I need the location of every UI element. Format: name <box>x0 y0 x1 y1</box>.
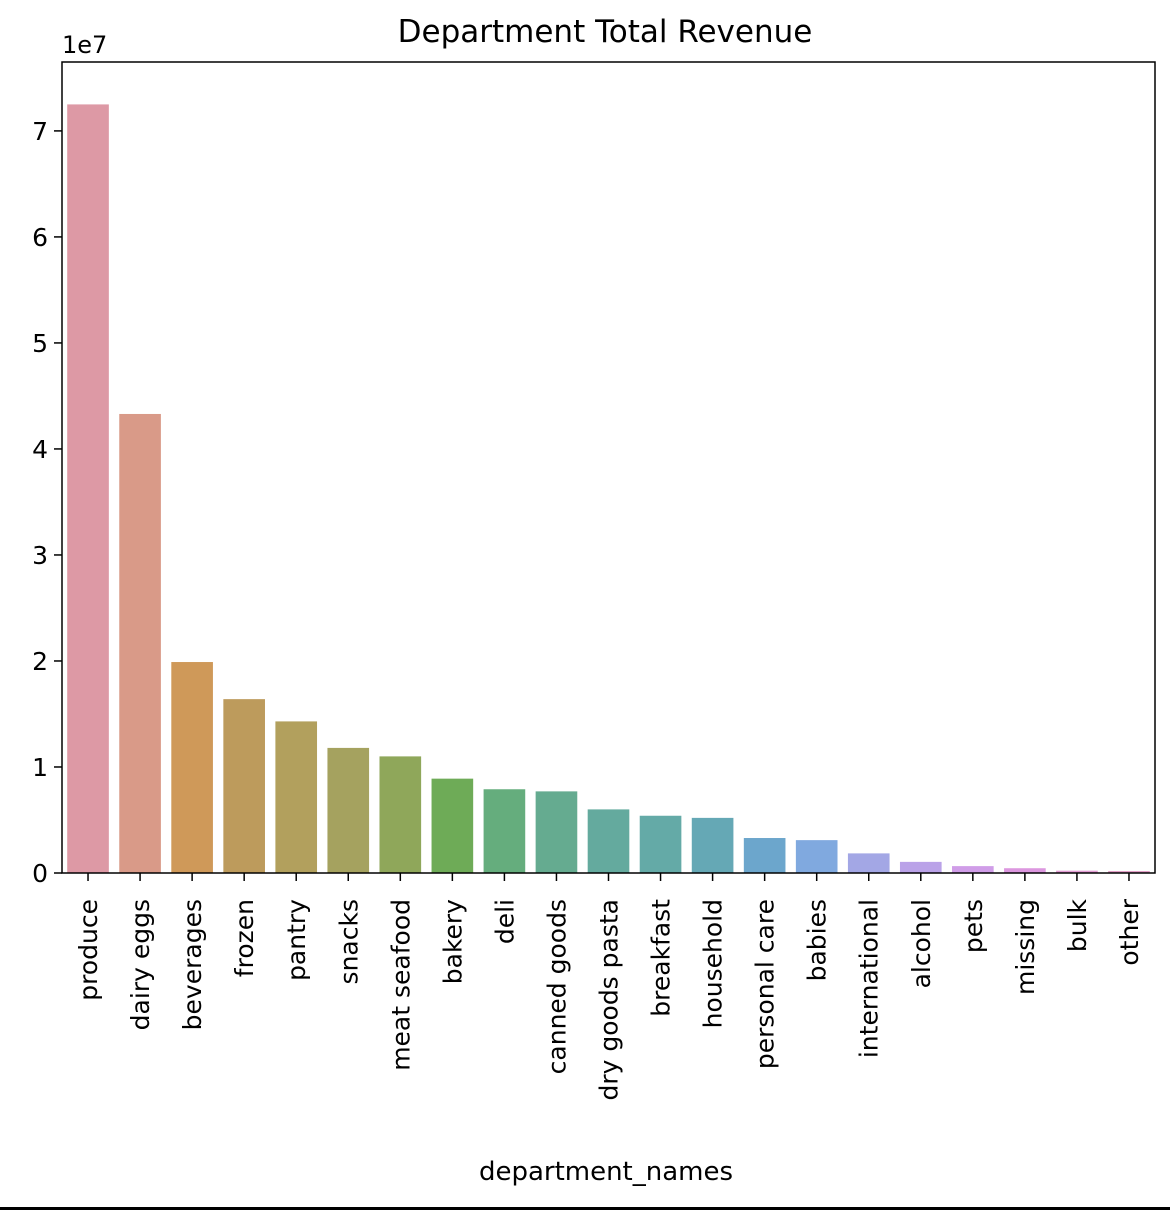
bar-household <box>691 817 734 873</box>
x-tick-label: babies <box>803 899 832 981</box>
x-tick-label: meat seafood <box>386 899 415 1071</box>
x-tick-label: breakfast <box>647 899 676 1017</box>
bar-snacks <box>327 747 370 873</box>
x-tick-label: household <box>699 899 728 1028</box>
bar-frozen <box>223 699 265 873</box>
bottom-border <box>0 1207 1170 1210</box>
x-axis-ticks: produce dairy eggs beverages frozen pantry sn… <box>74 873 1144 1101</box>
x-tick-label: produce <box>74 899 103 1001</box>
bar-breakfast <box>639 815 682 873</box>
x-tick-label: dry goods pasta <box>595 899 624 1101</box>
x-tick-label: deli <box>490 899 519 944</box>
bar-missing <box>1004 868 1046 873</box>
y-tick-label: 3 <box>32 541 48 570</box>
x-tick-label: international <box>855 899 884 1058</box>
bar-bakery <box>431 778 474 873</box>
bar-international <box>847 853 890 873</box>
chart-title: Department Total Revenue <box>398 14 813 50</box>
x-axis-label: department_names <box>479 1157 733 1187</box>
bar-dairy-eggs <box>119 413 161 873</box>
x-tick-label: other <box>1115 898 1144 965</box>
y-tick-label: 1 <box>32 753 48 782</box>
x-tick-label: frozen <box>230 899 259 977</box>
y-tick-label: 6 <box>32 223 48 252</box>
bar-beverages <box>171 662 213 873</box>
plot-frame <box>61 61 1156 874</box>
x-tick-label: dairy eggs <box>126 899 155 1030</box>
y-tick-label: 2 <box>32 647 48 676</box>
y-tick-label: 7 <box>32 117 48 146</box>
y-tick-label: 0 <box>32 859 48 888</box>
x-tick-label: alcohol <box>907 899 936 988</box>
x-tick-label: missing <box>1011 899 1040 995</box>
x-tick-label: beverages <box>178 899 207 1030</box>
y-tick-label: 5 <box>32 329 48 358</box>
bar-alcohol <box>899 861 942 873</box>
bar-other <box>1108 870 1150 873</box>
bar-pets <box>952 866 994 873</box>
bars-group <box>67 104 1150 874</box>
bar-produce <box>67 104 109 874</box>
bar-meat-seafood <box>379 756 422 873</box>
bar-dry-goods-pasta <box>587 809 630 873</box>
bar-babies <box>795 840 838 873</box>
x-tick-label: bakery <box>438 899 467 984</box>
x-tick-label: personal care <box>751 899 780 1069</box>
bar-personal-care <box>743 838 786 873</box>
x-tick-label: canned goods <box>542 899 571 1074</box>
x-tick-label: snacks <box>334 899 363 984</box>
x-tick-label: pets <box>959 899 988 953</box>
bar-pantry <box>275 721 318 873</box>
y-axis-offset-label: 1e7 <box>62 31 107 59</box>
bar-bulk <box>1056 870 1098 873</box>
bar-deli <box>483 789 526 873</box>
x-tick-label: bulk <box>1063 898 1092 952</box>
bar-canned-goods <box>535 791 578 873</box>
y-axis-ticks: 0 1 2 3 4 5 6 7 <box>32 117 62 888</box>
y-tick-label: 4 <box>32 435 48 464</box>
x-tick-label: pantry <box>282 899 311 981</box>
